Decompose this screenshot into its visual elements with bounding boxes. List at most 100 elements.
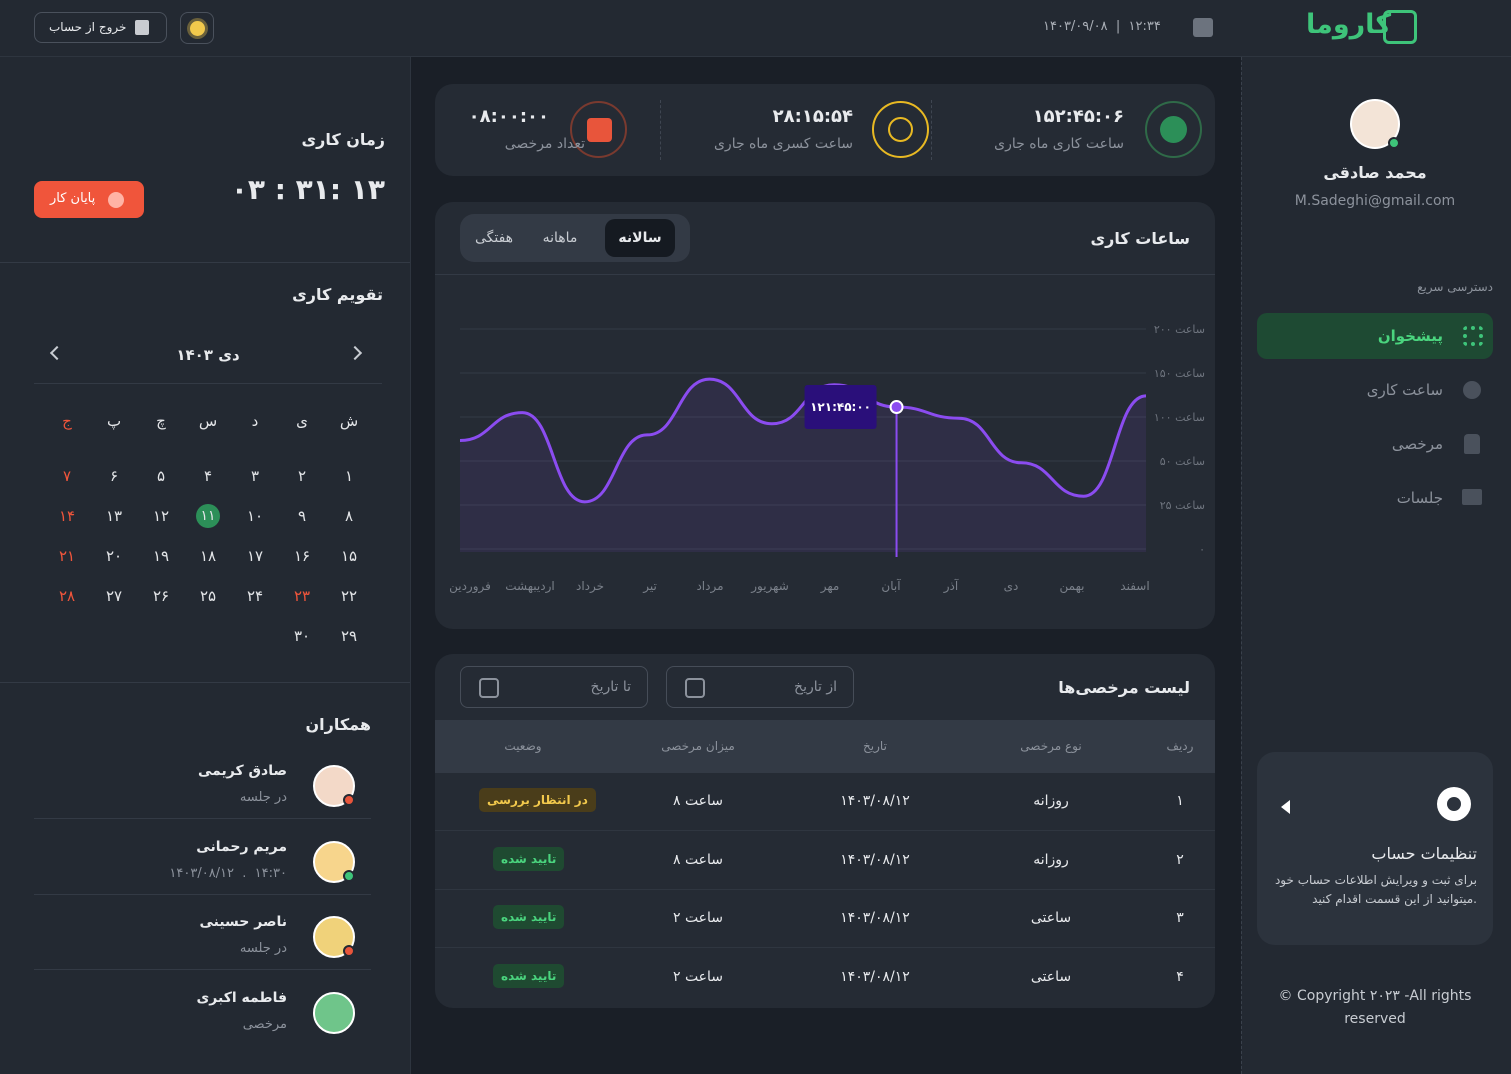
calendar-day[interactable]: ۲۸ [58,587,76,605]
calendar-day[interactable]: ۲۰ [105,547,123,565]
calendar-day[interactable]: ۲۱ [58,547,76,565]
left-panel [0,57,411,1074]
calendar-day[interactable]: ۲۵ [199,587,217,605]
presence-dot [343,794,355,806]
row-index: ۲ [1176,851,1184,868]
calendar-day[interactable]: ۱۷ [246,547,264,565]
calendar-day[interactable]: ۲۶ [152,587,170,605]
row-amount: ۲ ساعت [672,968,724,985]
table-row[interactable]: ۴ ساعتی ۱۴۰۳/۰۸/۱۲ ۲ ساعت تایید شده [435,949,1215,1007]
row-date: ۱۴۰۳/۰۸/۱۲ [840,851,910,868]
calendar-day[interactable]: ۲۴ [246,587,264,605]
colleague-item[interactable]: فاطمه اکبری مرخصی [34,987,371,1043]
avatar[interactable] [1350,99,1400,149]
calendar-weekday: س [198,412,218,430]
calendar-day[interactable]: ۱۴ [58,507,76,525]
calendar-day[interactable]: ۱۲ [152,507,170,525]
calendar-day[interactable]: ۲۳ [293,587,311,605]
copyright-cont: reserved [1344,1011,1406,1027]
calendar-title: تقویم کاری [292,285,383,304]
sidebar-item-meetings[interactable]: جلسات [1257,475,1493,521]
theme-toggle-button[interactable] [180,12,214,44]
tab-weekly[interactable]: هفتگی [474,230,514,246]
sidebar-item-label: مرخصی [1391,435,1443,453]
highlight-point[interactable] [889,400,904,415]
y-tick-label: ۱۵۰ ساعت [1154,367,1205,380]
calendar-day[interactable]: ۱۹ [152,547,170,565]
work-hours-area-chart: ۲۰۰ ساعت ۱۵۰ ساعت ۱۰۰ ساعت ۵۰ ساعت ۲۵ ساعت ۰ ۱… [449,323,1205,594]
stop-icon [108,192,124,208]
logout-button[interactable]: خروج از حساب [34,12,167,43]
presence-dot [343,870,355,882]
calendar-day[interactable]: ۱۸ [199,547,217,565]
colleague-item[interactable]: صادق کریمی در جلسه [34,760,371,816]
calendar-day[interactable]: ۱۳ [105,507,123,525]
calendar-day[interactable]: ۱۰ [246,507,264,525]
calendar-day[interactable]: ۷ [62,467,72,485]
stat-label: ساعت کسری ماه جاری [713,136,853,152]
row-amount: ۸ ساعت [672,851,724,868]
to-date-field[interactable]: تا تاریخ [460,666,648,708]
chevron-left-icon[interactable] [1281,800,1290,814]
calendar-day[interactable]: ۱ [344,467,354,485]
calendar-day[interactable]: ۶ [109,467,119,485]
account-settings-card[interactable]: تنظیمات حساب برای ثبت و ویرایش اطلاعات ح… [1257,752,1493,945]
colleague-status: در جلسه [239,941,287,956]
sidebar-item-dashboard[interactable]: پیشخوان [1257,313,1493,359]
calendar-day[interactable]: ۲ [297,467,307,485]
stat-label: تعداد مرخصی [504,136,585,152]
from-date-field[interactable]: از تاریخ [666,666,854,708]
sidebar-item-leave[interactable]: مرخصی [1257,421,1493,467]
stat-value: ۱۵۲:۴۵:۰۶ [1032,106,1124,127]
row-date: ۱۴۰۳/۰۸/۱۲ [840,793,910,809]
leave-list-title: لیست مرخصی‌ها [1058,678,1190,697]
calendar-day[interactable]: ۳۰ [293,627,311,645]
calendar-day-today[interactable]: ۱۱ [196,504,220,528]
avatar [313,992,355,1034]
stat-value: ۰۸:۰۰:۰۰ [468,106,549,127]
table-row[interactable]: ۱ روزانه ۱۴۰۳/۰۸/۱۲ ۸ ساعت در انتظار بررسی [435,773,1215,831]
sidebar-item-work-hours[interactable]: ساعت کاری [1257,367,1493,413]
settings-desc-1: برای ثبت و ویرایش اطلاعات حساب خود [1274,873,1477,887]
calendar-day[interactable]: ۹ [297,507,307,525]
from-date-placeholder: از تاریخ [794,679,837,695]
calendar-day[interactable]: ۴ [203,467,213,485]
calendar-day[interactable]: ۱۶ [293,547,311,565]
calendar-weekday: ج [62,412,72,430]
row-amount: ۸ ساعت [672,793,724,809]
row-amount: ۲ ساعت [672,910,724,926]
chart-range-tabs: سالانه ماهانه هفتگی [460,214,690,262]
status-badge: تایید شده [493,963,565,988]
colleague-item[interactable]: ناصر حسینی در جلسه [34,911,371,967]
calendar-day[interactable]: ۲۲ [340,587,358,605]
presentation-icon [1462,489,1482,505]
calendar-day[interactable]: ۵ [156,467,166,485]
calendar-day[interactable]: ۲۹ [340,627,358,645]
work-timer: ۰۳ : ۳۱: ۱۳ [230,173,385,206]
colleague-name: فاطمه اکبری [196,990,287,1006]
calendar-day[interactable]: ۸ [344,507,354,525]
calendar-day[interactable]: ۱۵ [340,547,358,565]
sidebar-item-label: پیشخوان [1377,327,1443,345]
timer-icon [872,101,929,158]
calendar-day[interactable]: ۲۷ [105,587,123,605]
hexagon-settings-icon [1437,787,1471,821]
y-tick-label: ۲۰۰ ساعت [1154,323,1205,336]
colleague-name: صادق کریمی [197,763,287,779]
tab-yearly[interactable] [605,219,675,257]
tab-monthly[interactable]: ماهانه [542,230,578,246]
end-work-button[interactable]: پایان کار [34,181,144,218]
series-line [459,377,1147,504]
calendar-weekday: د [251,412,259,430]
settings-desc-2: میتوانید از این قسمت اقدام کنید. [1312,892,1477,906]
table-row[interactable]: ۳ ساعتی ۱۴۰۳/۰۸/۱۲ ۲ ساعت تایید شده [435,890,1215,948]
calendar-day[interactable]: ۳ [250,467,260,485]
stat-value: ۲۸:۱۵:۵۴ [772,106,853,127]
colleague-item[interactable]: مریم رحمانی ۱۴۰۳/۰۸/۱۲ . ۱۴:۳۰ [34,836,371,892]
y-tick-label: ۵۰ ساعت [1160,455,1205,468]
table-row[interactable]: ۲ روزانه ۱۴۰۳/۰۸/۱۲ ۸ ساعت تایید شده [435,832,1215,890]
status-badge: تایید شده [493,905,565,929]
profile-name: محمد صادقی [1323,163,1427,182]
calendar-weekday: ی [296,412,308,430]
calendar-weekday: ش [339,412,359,430]
